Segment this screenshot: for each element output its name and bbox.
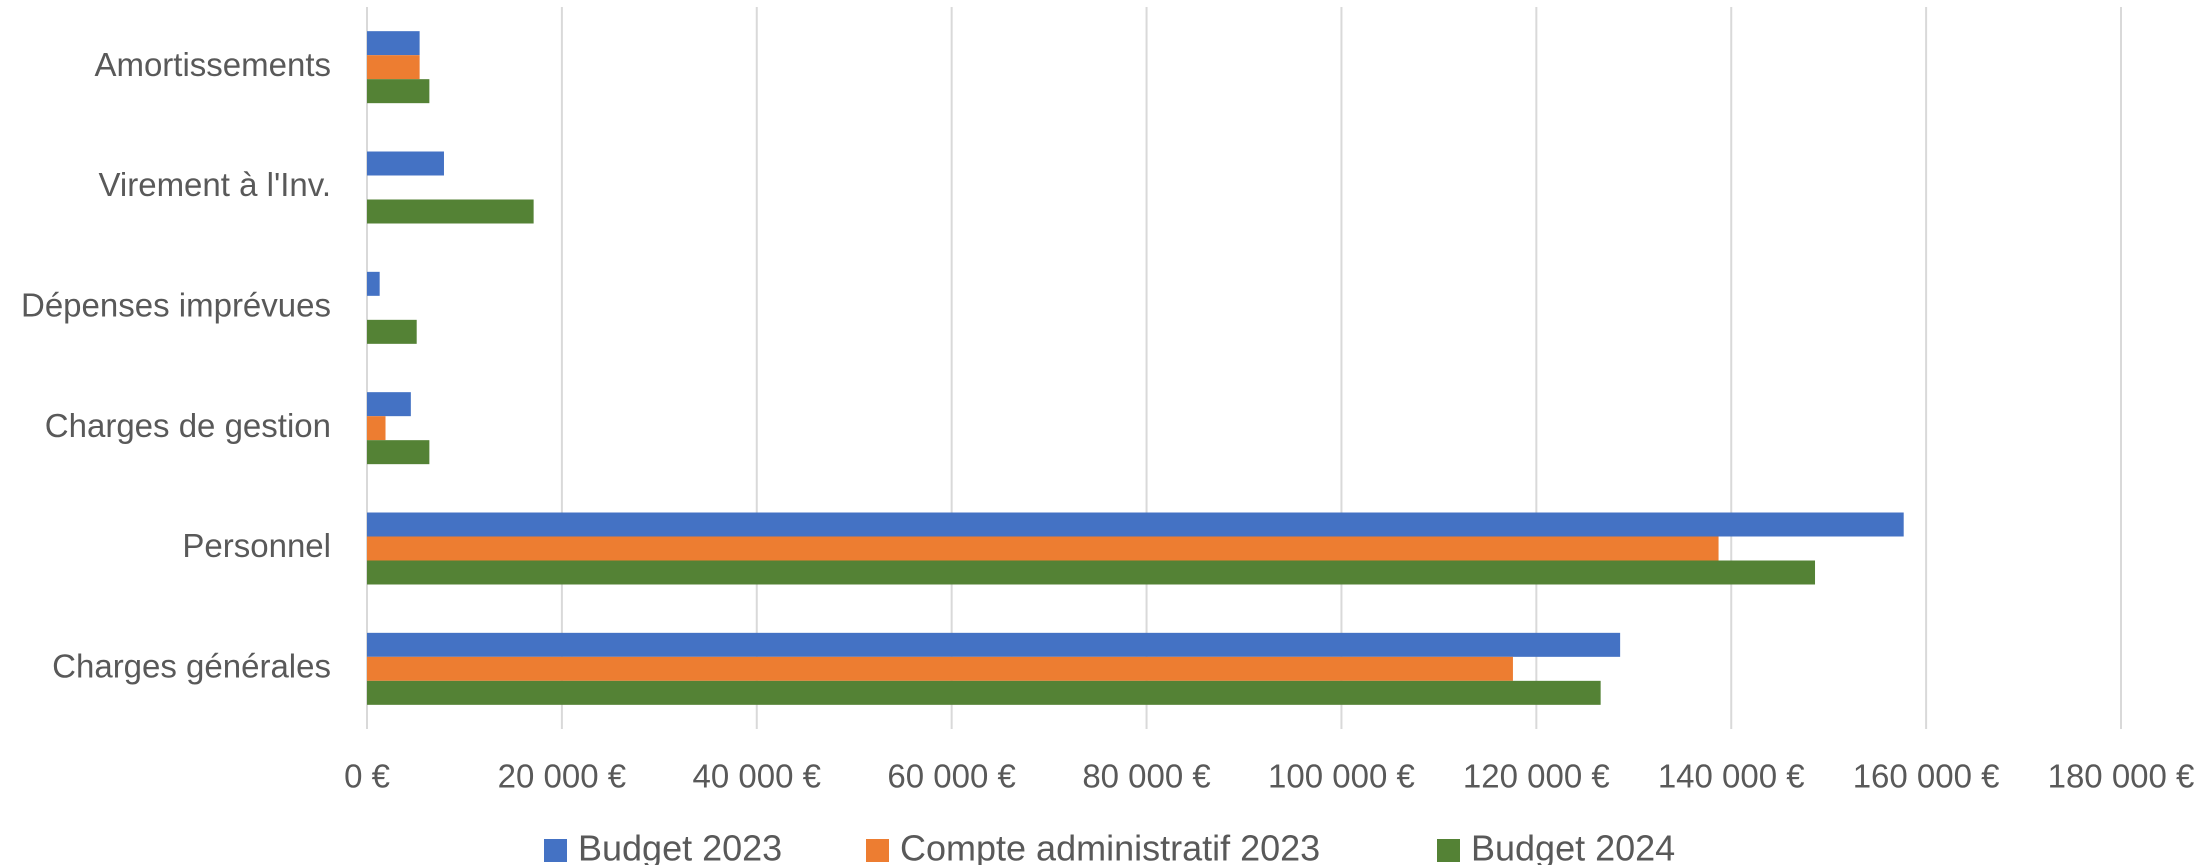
legend-label: Budget 2024 (1471, 828, 1675, 865)
legend-swatch (544, 839, 567, 862)
x-tick-label: 140 000 € (1658, 758, 1805, 795)
y-tick-label: Personnel (182, 527, 331, 564)
x-tick-label: 40 000 € (693, 758, 821, 795)
legend-swatch (1437, 839, 1460, 862)
x-tick-label: 160 000 € (1853, 758, 2000, 795)
x-tick-label: 100 000 € (1268, 758, 1415, 795)
y-tick-label: Dépenses imprévues (21, 287, 331, 324)
x-tick-label: 60 000 € (887, 758, 1015, 795)
y-tick-label: Virement à l'Inv. (98, 166, 331, 203)
legend-label: Budget 2023 (578, 828, 782, 865)
bar (367, 55, 420, 80)
bar (367, 560, 1816, 585)
bar (367, 79, 430, 104)
bar (367, 271, 380, 296)
bar (367, 392, 411, 417)
bar (367, 440, 430, 465)
bar (367, 536, 1719, 561)
bar (367, 151, 444, 176)
bar (367, 31, 420, 56)
legend-label: Compte administratif 2023 (900, 828, 1320, 865)
bar (367, 632, 1621, 657)
y-tick-label: Amortissements (94, 46, 331, 83)
bar (367, 656, 1513, 681)
bar (367, 319, 417, 344)
bar (367, 512, 1904, 537)
bar (367, 199, 534, 224)
x-tick-label: 180 000 € (2048, 758, 2195, 795)
x-tick-label: 0 € (344, 758, 390, 795)
y-tick-label: Charges générales (52, 648, 331, 685)
bar (367, 680, 1601, 705)
x-tick-label: 80 000 € (1082, 758, 1210, 795)
bar (367, 416, 386, 441)
y-tick-label: Charges de gestion (45, 407, 331, 444)
x-tick-label: 20 000 € (498, 758, 626, 795)
legend-swatch (866, 839, 889, 862)
x-tick-label: 120 000 € (1463, 758, 1610, 795)
